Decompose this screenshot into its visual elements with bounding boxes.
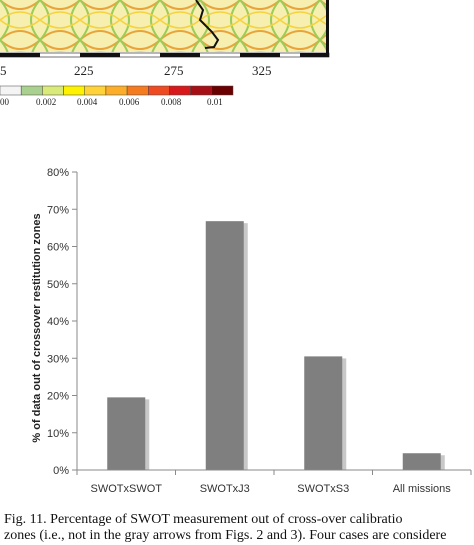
colorbar-swatch (148, 85, 170, 96)
y-tick-label: 60% (47, 242, 69, 254)
figure-caption: Fig. 11. Percentage of SWOT measurement … (4, 512, 474, 544)
colorbar-tick: 0.008 (161, 97, 182, 105)
swath-pattern-area (0, 0, 328, 52)
colorbar-swatch (42, 85, 64, 96)
x-tick-label: SWOTxSWOT (91, 483, 163, 495)
bar (107, 397, 146, 470)
x-tick-label: SWOTxJ3 (200, 483, 250, 495)
x-axis: SWOTxSWOT SWOTxJ3 SWOTxS3 All missions (76, 469, 472, 495)
y-axis-label: % of data out of crossover restitution z… (31, 213, 43, 442)
map-figure-fragment: 5 225 275 325 00 0.002 0.004 0.006 0.008… (0, 0, 330, 105)
colorbar-swatch (105, 85, 128, 96)
colorbar-swatch (20, 85, 43, 96)
bar-chart: % of data out of crossover restitution z… (31, 167, 472, 495)
colorbar-swatch (63, 85, 85, 96)
bars (107, 221, 445, 470)
map-frame-right (326, 0, 329, 56)
x-tick-label: All missions (393, 483, 452, 495)
map-x-tick: 325 (252, 63, 272, 78)
colorbar-tick: 0.01 (207, 97, 223, 105)
caption-line-1: Fig. 11. Percentage of SWOT measurement … (4, 512, 403, 527)
map-x-tick: 225 (74, 63, 94, 78)
bar (402, 453, 441, 470)
y-tick-label: 70% (47, 204, 69, 216)
colorbar-swatch (211, 85, 234, 96)
y-tick-label: 30% (47, 353, 69, 365)
map-border-scale (0, 52, 330, 58)
colorbar-tick: 0.002 (36, 97, 56, 105)
bar (304, 356, 343, 470)
y-tick-label: 10% (47, 428, 69, 440)
caption-line-2: zones (i.e., not in the gray arrows from… (4, 528, 447, 543)
colorbar-swatch (190, 85, 213, 96)
coastline (195, 0, 220, 49)
map-x-tick: 5 (0, 63, 7, 78)
colorbar-tick: 0.006 (119, 97, 140, 105)
y-tick-label: 80% (47, 167, 69, 179)
colorbar (0, 85, 234, 96)
y-tick-label: 0% (53, 465, 69, 477)
map-x-tick: 275 (164, 63, 184, 78)
colorbar-tick: 0.004 (77, 97, 98, 105)
colorbar-swatch (84, 85, 107, 96)
colorbar-swatch (126, 85, 149, 96)
y-tick-label: 20% (47, 391, 69, 403)
x-tick-label: SWOTxS3 (297, 483, 349, 495)
y-tick-label: 40% (47, 316, 69, 328)
colorbar-swatch (0, 85, 22, 96)
colorbar-swatch (169, 85, 191, 96)
bar (205, 221, 244, 470)
y-tick-label: 50% (47, 279, 69, 291)
colorbar-tick: 00 (0, 97, 10, 105)
y-axis: 0% 10% 20% 30% 40% 50% 60% 70% 80% (47, 167, 78, 477)
